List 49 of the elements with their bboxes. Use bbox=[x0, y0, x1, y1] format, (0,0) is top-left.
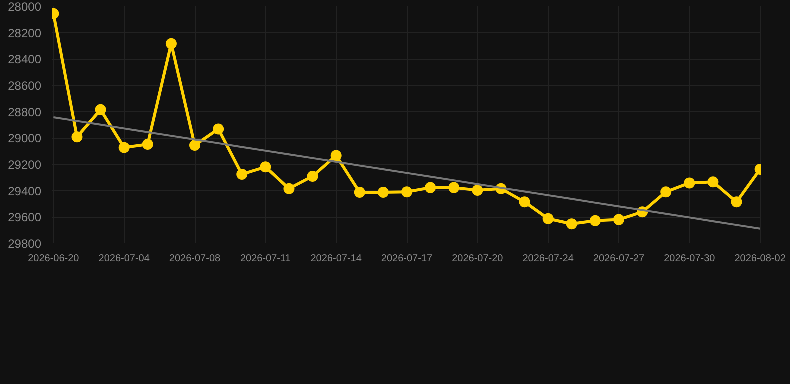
point bbox=[425, 182, 436, 194]
x-tick-label: 2026-08-02 bbox=[734, 254, 786, 264]
y-tick-label: 28800 bbox=[8, 105, 42, 120]
point bbox=[402, 186, 412, 198]
x-tick-label: 2026-07-20 bbox=[452, 254, 504, 264]
x-tick-label: 2026-07-30 bbox=[664, 254, 716, 264]
point bbox=[590, 215, 601, 226]
x-tick-label: 2026-07-27 bbox=[593, 254, 646, 264]
point bbox=[213, 124, 224, 135]
x-tick-label: 2026-07-08 bbox=[169, 254, 222, 264]
point bbox=[542, 213, 554, 224]
point bbox=[330, 150, 342, 162]
point bbox=[519, 196, 530, 208]
x-tick-label: 2026-07-14 bbox=[310, 254, 362, 264]
point bbox=[190, 140, 201, 152]
point bbox=[142, 138, 154, 150]
y-tick-label: 29600 bbox=[8, 210, 42, 225]
point bbox=[72, 132, 83, 143]
y-tick-label: 29000 bbox=[8, 132, 42, 146]
x-tick-label: 2026-07-17 bbox=[381, 254, 434, 264]
point bbox=[284, 183, 295, 194]
point bbox=[95, 104, 106, 116]
point bbox=[260, 162, 272, 173]
y-tick-label: 28400 bbox=[8, 52, 42, 67]
y-tick-label: 28200 bbox=[8, 26, 42, 40]
x-tick-label: 2026-07-04 bbox=[98, 254, 150, 264]
point bbox=[731, 196, 742, 208]
y-tick-label: 28000 bbox=[8, 0, 42, 14]
y-tick-label: 28600 bbox=[8, 79, 42, 93]
point bbox=[166, 38, 177, 50]
point bbox=[307, 170, 318, 182]
point bbox=[566, 218, 578, 230]
x-tick-label: 2026-06-20 bbox=[28, 254, 80, 264]
x-tick-label: 2026-07-11 bbox=[240, 254, 292, 264]
point bbox=[684, 178, 696, 189]
point bbox=[354, 187, 366, 198]
point bbox=[118, 142, 130, 154]
y-tick-label: 29800 bbox=[8, 237, 42, 251]
point bbox=[236, 169, 248, 180]
point bbox=[472, 184, 484, 196]
point bbox=[660, 186, 672, 198]
y-tick-label: 29400 bbox=[8, 184, 42, 198]
point bbox=[378, 187, 389, 198]
x-tick-label: 2026-07-24 bbox=[522, 254, 574, 264]
point bbox=[448, 182, 460, 194]
y-tick-label: 29200 bbox=[8, 158, 42, 172]
point bbox=[708, 176, 719, 188]
line-series bbox=[52, 116, 762, 230]
point bbox=[613, 214, 624, 226]
